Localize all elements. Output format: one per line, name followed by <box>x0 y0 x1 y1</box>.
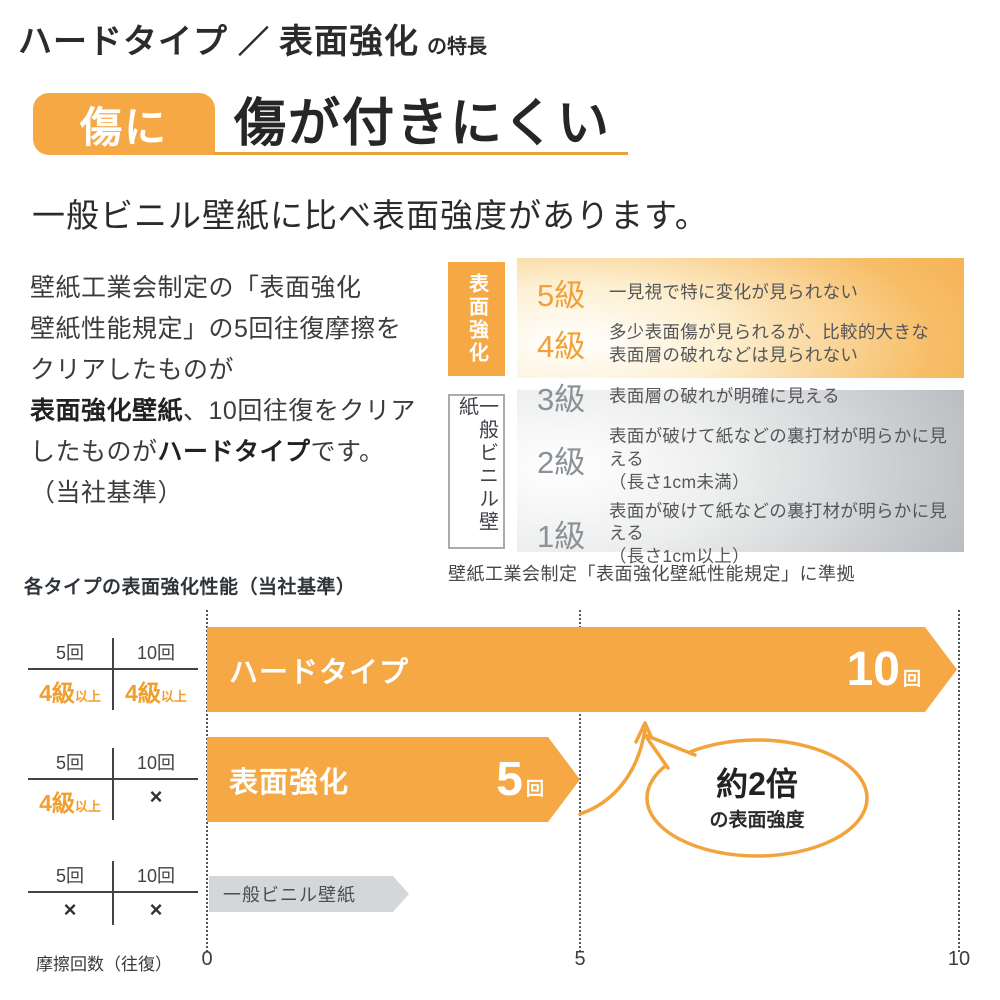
result-table-hard: 5回 10回 4級以上 4級以上 <box>28 638 198 710</box>
bar-hard-type-value: 10 回 <box>846 643 921 696</box>
performance-chart: 5回 10回 4級以上 4級以上 5回 10回 4級以上 × 5回 10回 <box>0 600 1000 1000</box>
bubble-line1: 約2倍 <box>716 766 798 802</box>
grade-3-desc: 表面層の破れが明確に見える <box>609 386 840 407</box>
result-table-vinyl: 5回 10回 × × <box>28 861 198 925</box>
result-table-strengthened: 5回 10回 4級以上 × <box>28 748 198 820</box>
grade-2-desc: 表面が破けて紙などの裏打材が明らかに見える （長さ1cm未満） <box>609 426 948 492</box>
col-10times: 10回 <box>114 861 198 893</box>
grade-1-desc: 表面が破けて紙などの裏打材が明らかに見える （長さ1cm以上） <box>609 500 948 567</box>
result-hard-10: 4級以上 <box>125 680 187 706</box>
result-vinyl-10: × <box>149 897 163 922</box>
grade-row-2: 2級 表面が破けて紙などの裏打材が明らかに見える （長さ1cm未満） <box>537 425 964 493</box>
bar-hard-type: ハードタイプ 10 回 <box>207 627 957 712</box>
hero-underline <box>213 152 628 155</box>
curved-arrow <box>578 728 647 816</box>
grade-table-caption: 壁紙工業会制定「表面強化壁紙性能規定」に準拠 <box>448 564 855 584</box>
paragraph-seg3: 、10回往復をクリア したものが <box>30 397 416 466</box>
bar-surface-strengthened-label: 表面強化 <box>229 766 350 799</box>
grade-1-label: 1級 <box>537 519 586 555</box>
scratch-badge: 傷に <box>33 93 215 155</box>
tab-general-vinyl: 一般ビニル壁紙 <box>448 394 505 549</box>
header-slash: ／ <box>238 25 269 60</box>
col-5times: 5回 <box>28 861 114 893</box>
bubble-line2: の表面強度 <box>709 810 805 832</box>
grade-panel-general: 3級 表面層の破れが明確に見える 2級 表面が破けて紙などの裏打材が明らかに見え… <box>517 382 964 566</box>
col-10times: 10回 <box>114 748 198 780</box>
grade-row-3: 3級 表面層の破れが明確に見える <box>537 374 964 419</box>
bar-general-vinyl-label: 一般ビニル壁紙 <box>223 885 356 905</box>
grade-5-desc: 一見視で特に変化が見られない <box>609 281 859 302</box>
bar-hard-type-label: ハードタイプ <box>229 656 410 689</box>
col-10times: 10回 <box>114 638 198 670</box>
grade-5-label: 5級 <box>537 277 586 313</box>
result-table-hard-header: 5回 10回 <box>28 638 198 670</box>
x-tick-5: 5 <box>574 948 586 970</box>
x-tick-10: 10 <box>947 948 971 970</box>
paragraph-seg1: 壁紙工業会制定の「表面強化 壁紙性能規定」の5回往復摩擦を クリアしたものが <box>30 274 402 384</box>
header-hard-type: ハードタイプ <box>18 23 228 61</box>
hero-subtitle: 一般ビニル壁紙に比べ表面強度があります。 <box>32 197 709 234</box>
grade-row-1: 1級 表面が破けて紙などの裏打材が明らかに見える （長さ1cm以上） <box>537 500 964 568</box>
grade-4-label: 4級 <box>537 329 586 364</box>
page-header: ハードタイプ ／ 表面強化 の特長 <box>18 14 487 63</box>
hero-title: 傷が付きにくい <box>234 95 611 153</box>
result-strengthened-10: × <box>149 784 163 809</box>
grade-panel-strengthened: 5級 一見視で特に変化が見られない 4級 多少表面傷が見られるが、比較的大きな … <box>517 258 964 378</box>
result-hard-5: 4級以上 <box>28 670 114 710</box>
result-table-vinyl-values: × × <box>28 893 198 925</box>
result-table-strengthened-values: 4級以上 × <box>28 780 198 820</box>
paragraph-bold-hard: ハードタイプ <box>157 438 311 466</box>
paragraph-bold-surface: 表面強化壁紙 <box>30 397 184 425</box>
col-5times: 5回 <box>28 748 114 780</box>
tab-surface-strengthened: 表面強化 <box>448 262 505 376</box>
grade-row-4: 4級 多少表面傷が見られるが、比較的大きな 表面層の破れなどは見られない <box>537 321 964 367</box>
col-5times: 5回 <box>28 638 114 670</box>
curved-arrow-head <box>634 721 656 745</box>
header-surface-strengthened: 表面強化 <box>279 23 419 61</box>
x-tick-0: 0 <box>201 948 213 970</box>
result-strengthened-5: 4級以上 <box>28 780 114 820</box>
description-paragraph: 壁紙工業会制定の「表面強化 壁紙性能規定」の5回往復摩擦を クリアしたものが 表… <box>30 268 460 514</box>
result-table-hard-values: 4級以上 4級以上 <box>28 670 198 710</box>
header-features-suffix: の特長 <box>427 36 487 58</box>
result-table-strengthened-header: 5回 10回 <box>28 748 198 780</box>
grade-4-desc: 多少表面傷が見られるが、比較的大きな 表面層の破れなどは見られない <box>609 321 930 365</box>
grade-row-5: 5級 一見視で特に変化が見られない <box>537 270 964 315</box>
result-table-vinyl-header: 5回 10回 <box>28 861 198 893</box>
tab-surface-strengthened-label: 表面強化 <box>465 273 488 365</box>
bubble-annotation: 約2倍 の表面強度 <box>647 766 867 832</box>
bar-general-vinyl: 一般ビニル壁紙 <box>209 876 409 912</box>
result-vinyl-5: × <box>28 893 114 925</box>
gridline-10 <box>958 610 960 952</box>
chart-title: 各タイプの表面強化性能（当社基準） <box>24 577 356 598</box>
paragraph-seg5: です。 （当社基準） <box>30 438 385 507</box>
grade-2-label: 2級 <box>537 444 586 480</box>
speech-bubble-tail <box>643 733 697 770</box>
tab-general-vinyl-label: 一般ビニル壁紙 <box>455 396 498 534</box>
grade-3-label: 3級 <box>537 382 586 418</box>
x-axis-label: 摩擦回数（往復） <box>36 955 172 974</box>
